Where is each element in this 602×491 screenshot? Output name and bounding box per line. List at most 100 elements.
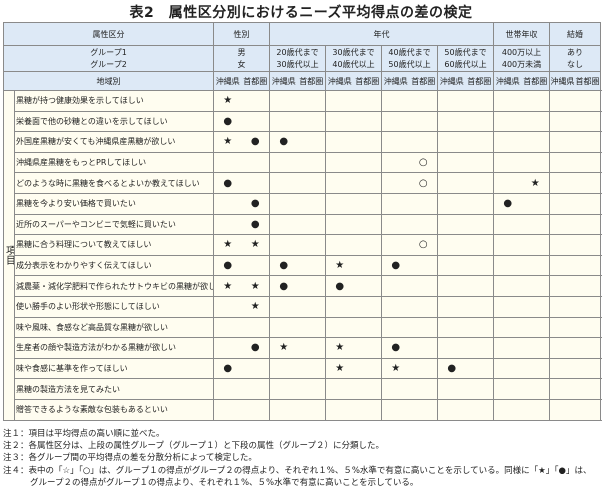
significance-mark [493,172,522,194]
significance-mark [465,234,494,256]
item-label: 近所のスーパーやコンビニで気軽に買いたい [14,213,214,236]
significance-mark [465,275,494,297]
significance-mark [241,110,270,133]
significance-mark: ★ [213,275,242,297]
significance-mark [325,110,354,133]
significance-mark [493,131,522,153]
significance-mark [493,234,522,256]
region-shutoken: 首都圏 [353,71,382,91]
item-label: どのような時に黒糖を食べるとよいか教えてほしい [14,172,214,194]
significance-mark [549,131,575,153]
table-row: 味や食感に基準を作ってほしい ● ★ ★ ● [4,357,601,380]
significance-mark [437,295,466,318]
table-row: 使い勝手のよい形状や形態にしてほしい ★ [4,295,601,318]
significance-mark [325,172,354,194]
significance-table: 属性区分 性別 年代 世帯年収 結婚 グループ1 男 20歳代まで 30歳代まで 40歳代まで 50… [3,22,601,421]
significance-mark [465,357,494,380]
category-header-age: 年代 [269,22,494,46]
significance-mark [325,234,354,256]
significance-mark [575,316,601,339]
significance-mark: ● [269,275,298,297]
significance-mark [269,357,298,380]
side-label: 項目 [3,90,15,421]
significance-mark [269,172,298,194]
significance-mark [213,213,242,236]
significance-mark [353,234,382,256]
significance-mark [409,254,438,277]
region-okinawa: 沖縄県 [325,71,354,91]
significance-mark [465,337,494,359]
significance-mark: ● [325,275,354,297]
group1-value: 50歳代まで [437,45,494,59]
significance-mark [549,295,575,318]
significance-mark [575,131,601,153]
significance-mark [213,295,242,318]
significance-mark [437,172,466,194]
significance-mark [325,151,354,174]
significance-mark: ● [241,131,270,153]
significance-mark [409,213,438,236]
significance-mark [409,316,438,339]
significance-mark [297,275,326,297]
significance-mark [269,234,298,256]
table-title: 表2 属性区分別におけるニーズ平均得点の差の検定 [129,5,473,21]
significance-mark [353,316,382,339]
significance-mark: ★ [213,90,242,112]
significance-mark [521,234,550,256]
significance-mark: ● [269,131,298,153]
significance-mark [493,275,522,297]
significance-mark [465,316,494,339]
significance-mark [493,90,522,112]
item-label: 減農薬・減化学肥料で作られたサトウキビの黒糖が欲しい [14,275,214,297]
significance-mark [213,151,242,174]
item-label: 黒糖を今より安い価格で買いたい [14,192,214,215]
item-label: 外国産黒糖が安くても沖縄県産黒糖が欲しい [14,131,214,153]
group2-value: 30歳代以上 [269,58,326,72]
significance-mark: ● [493,192,522,215]
significance-mark [381,192,410,215]
significance-mark [575,337,601,359]
significance-mark [297,151,326,174]
significance-mark: ● [213,254,242,277]
significance-mark: ★ [325,337,354,359]
significance-mark: ● [269,254,298,277]
significance-mark [493,316,522,339]
table-row: 近所のスーパーやコンビニで気軽に買いたい ● [4,213,601,236]
significance-mark [521,131,550,153]
significance-mark [353,131,382,153]
significance-mark [465,398,494,421]
significance-mark [465,378,494,400]
significance-mark [381,90,410,112]
significance-mark [575,357,601,380]
region-okinawa: 沖縄県 [493,71,522,91]
table-row: 黒糖の製造方法を見てみたい [4,378,601,400]
group1-value: 男 [213,45,270,59]
significance-mark [493,254,522,277]
group2-value: 40歳代以上 [325,58,382,72]
significance-mark [437,275,466,297]
significance-mark [297,192,326,215]
significance-mark: ○ [409,172,438,194]
significance-mark [241,90,270,112]
significance-mark [353,378,382,400]
significance-mark [353,110,382,133]
significance-mark [297,316,326,339]
group2-value: 400万未満 [493,58,550,72]
significance-mark [465,192,494,215]
significance-mark [549,254,575,277]
group1-value: あり [549,45,601,59]
significance-mark [575,254,601,277]
group1-value: 30歳代まで [325,45,382,59]
significance-mark [521,378,550,400]
significance-mark: ● [381,337,410,359]
table-row: 栄養面で他の砂糖との違いを示してほしい●○ [4,110,601,133]
significance-mark [521,295,550,318]
notes: 注１：項目は平均得点の高い順に並べた。 注２：各属性区分は、上段の属性グループ（… [3,428,591,489]
significance-mark [353,275,382,297]
note-3: 注３：各グループ間の平均得点の差を分散分析によって検定した。 [3,453,257,464]
table-row: 沖縄県産黒糖をもっとPRしてほしい○○ [4,151,601,174]
significance-mark: ● [213,357,242,380]
significance-mark [521,254,550,277]
significance-mark [213,192,242,215]
significance-mark [325,192,354,215]
